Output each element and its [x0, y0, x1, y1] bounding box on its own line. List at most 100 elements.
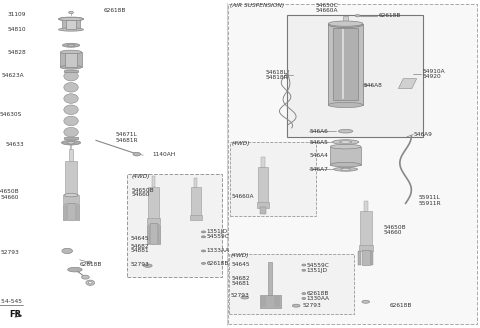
Bar — [127, 174, 222, 277]
Bar — [287, 15, 423, 137]
Ellipse shape — [341, 168, 350, 170]
Text: 54623A: 54623A — [1, 73, 24, 78]
Text: 54660A: 54660A — [316, 8, 338, 13]
Text: 1333AA: 1333AA — [206, 248, 229, 254]
Bar — [230, 142, 316, 216]
Text: 62618B: 62618B — [206, 261, 229, 266]
Bar — [229, 254, 354, 314]
Text: 54828: 54828 — [8, 50, 26, 55]
Ellipse shape — [64, 116, 78, 126]
Text: 52793: 52793 — [0, 250, 19, 255]
Text: 546A8: 546A8 — [363, 83, 382, 88]
Ellipse shape — [64, 83, 78, 92]
Ellipse shape — [363, 84, 367, 86]
Ellipse shape — [330, 162, 361, 167]
Ellipse shape — [355, 14, 360, 17]
Text: 1140AH: 1140AH — [153, 152, 176, 157]
Bar — [65, 53, 77, 67]
Ellipse shape — [338, 130, 353, 133]
Ellipse shape — [133, 152, 141, 156]
Text: 546A5: 546A5 — [310, 139, 328, 145]
Bar — [268, 262, 272, 295]
Text: 546A4: 546A4 — [310, 153, 328, 158]
Text: 54881: 54881 — [131, 248, 149, 254]
Text: 54818R: 54818R — [265, 75, 288, 80]
Bar — [64, 137, 78, 139]
Text: 54682: 54682 — [131, 243, 149, 249]
Text: FR: FR — [10, 310, 22, 319]
Bar — [150, 223, 157, 244]
Polygon shape — [398, 79, 417, 89]
Text: REF 54-545: REF 54-545 — [0, 298, 22, 304]
Text: 54910A: 54910A — [422, 69, 445, 74]
Bar — [62, 19, 80, 30]
Ellipse shape — [59, 17, 84, 21]
Text: 54681: 54681 — [232, 280, 251, 286]
Ellipse shape — [67, 44, 75, 46]
Ellipse shape — [69, 11, 73, 14]
Text: 54630S: 54630S — [0, 112, 22, 117]
Text: 62618B: 62618B — [79, 261, 102, 267]
Ellipse shape — [64, 105, 78, 114]
Text: 54660: 54660 — [384, 230, 403, 236]
Text: 54645: 54645 — [131, 236, 149, 241]
Bar — [359, 245, 373, 251]
Text: 54559C: 54559C — [306, 262, 329, 268]
Ellipse shape — [302, 293, 306, 295]
Ellipse shape — [87, 261, 92, 264]
Ellipse shape — [302, 269, 306, 271]
Bar — [258, 167, 268, 203]
Bar — [260, 207, 266, 214]
Bar — [158, 225, 160, 244]
Bar — [362, 250, 370, 265]
Ellipse shape — [302, 264, 306, 266]
Text: 1330AA: 1330AA — [306, 296, 329, 301]
Ellipse shape — [328, 22, 363, 28]
Bar — [260, 295, 281, 308]
Text: 54650B: 54650B — [384, 225, 407, 231]
Text: 62618B: 62618B — [103, 8, 126, 13]
Bar — [343, 16, 348, 24]
Ellipse shape — [62, 248, 72, 254]
Text: 54650B: 54650B — [0, 189, 19, 195]
Ellipse shape — [68, 267, 82, 272]
Ellipse shape — [328, 102, 363, 108]
Ellipse shape — [202, 250, 205, 252]
Bar — [261, 295, 266, 307]
Bar — [257, 202, 269, 208]
Text: 54810: 54810 — [8, 27, 26, 32]
Ellipse shape — [202, 236, 205, 238]
Bar — [147, 225, 149, 244]
Text: 52793: 52793 — [302, 303, 321, 308]
Bar — [261, 157, 265, 168]
Text: 55911R: 55911R — [419, 200, 441, 206]
Ellipse shape — [82, 275, 89, 279]
Bar — [194, 178, 197, 188]
Bar — [152, 176, 155, 187]
Ellipse shape — [59, 28, 84, 31]
Text: 52793: 52793 — [131, 261, 149, 267]
Text: 54681R: 54681R — [115, 138, 138, 143]
Text: 546A7: 546A7 — [310, 167, 328, 172]
Bar — [190, 215, 202, 220]
Ellipse shape — [88, 281, 92, 284]
Text: 54618L: 54618L — [265, 70, 287, 75]
Bar — [147, 218, 160, 224]
Text: 52793: 52793 — [230, 293, 249, 298]
Text: 1351JD: 1351JD — [306, 268, 327, 273]
Text: 54650B: 54650B — [132, 188, 155, 193]
Text: 546A6: 546A6 — [310, 129, 328, 134]
Text: 62618B: 62618B — [390, 303, 412, 308]
Bar — [76, 204, 79, 220]
Bar — [60, 52, 82, 67]
Ellipse shape — [292, 304, 300, 307]
Ellipse shape — [64, 94, 78, 103]
Ellipse shape — [302, 297, 306, 299]
Bar — [63, 195, 79, 203]
Bar — [364, 201, 368, 212]
Bar — [69, 149, 73, 162]
Bar — [360, 211, 372, 246]
Ellipse shape — [64, 72, 78, 81]
Text: (4WD): (4WD) — [132, 174, 151, 179]
Ellipse shape — [241, 296, 249, 299]
